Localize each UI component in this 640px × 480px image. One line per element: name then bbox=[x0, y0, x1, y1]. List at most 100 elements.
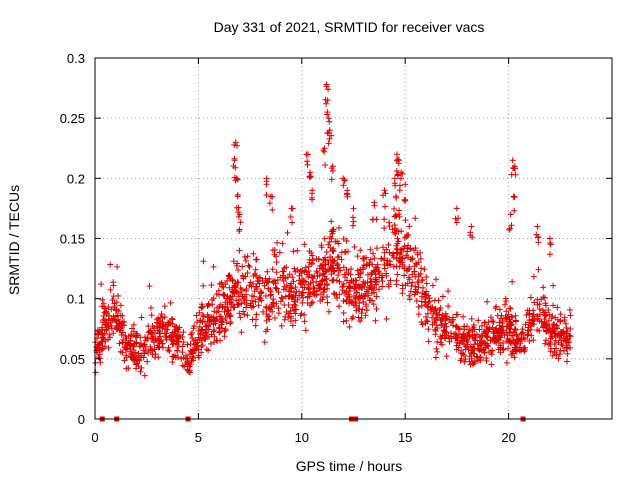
data-point bbox=[104, 320, 111, 327]
data-point bbox=[328, 218, 335, 225]
data-point bbox=[354, 253, 361, 260]
data-point bbox=[476, 326, 483, 333]
data-point bbox=[200, 282, 207, 289]
data-point bbox=[95, 331, 102, 338]
data-point bbox=[284, 229, 291, 236]
data-point bbox=[301, 318, 308, 325]
data-point bbox=[549, 334, 556, 341]
data-point bbox=[335, 253, 342, 260]
data-point bbox=[343, 277, 350, 284]
data-point bbox=[391, 229, 398, 236]
data-point bbox=[445, 288, 452, 295]
data-point bbox=[105, 344, 112, 351]
data-point bbox=[350, 218, 357, 225]
data-point bbox=[273, 300, 280, 307]
data-point bbox=[187, 347, 194, 354]
data-point bbox=[418, 265, 425, 272]
data-point bbox=[214, 304, 221, 311]
data-point bbox=[503, 308, 510, 315]
data-point bbox=[289, 304, 296, 311]
data-point bbox=[360, 262, 367, 269]
data-point bbox=[373, 293, 380, 300]
data-point bbox=[383, 270, 390, 277]
data-point bbox=[373, 245, 380, 252]
data-point bbox=[490, 328, 497, 335]
data-point bbox=[357, 318, 364, 325]
data-point bbox=[523, 312, 530, 319]
data-point bbox=[208, 282, 215, 289]
x-axis-label: GPS time / hours bbox=[296, 458, 403, 474]
data-point bbox=[271, 277, 278, 284]
data-point bbox=[306, 289, 313, 296]
data-point bbox=[567, 312, 574, 319]
data-point bbox=[229, 277, 236, 284]
data-point bbox=[253, 272, 260, 279]
data-point bbox=[476, 347, 483, 354]
data-point bbox=[340, 298, 347, 305]
data-point bbox=[151, 329, 158, 336]
data-point bbox=[103, 308, 110, 315]
data-point bbox=[445, 303, 452, 310]
data-point bbox=[97, 359, 104, 366]
data-point bbox=[386, 249, 393, 256]
data-point bbox=[263, 317, 270, 324]
data-point bbox=[199, 342, 206, 349]
data-point bbox=[383, 315, 390, 322]
data-point bbox=[562, 320, 569, 327]
data-point bbox=[302, 264, 309, 271]
data-point bbox=[286, 287, 293, 294]
data-point bbox=[123, 352, 130, 359]
x-tick-label: 10 bbox=[295, 430, 309, 445]
data-point bbox=[276, 249, 283, 256]
data-point bbox=[386, 219, 393, 226]
data-point bbox=[550, 302, 557, 309]
data-point bbox=[437, 317, 444, 324]
data-point bbox=[381, 187, 388, 194]
data-point bbox=[483, 357, 490, 364]
data-point bbox=[368, 278, 375, 285]
data-point bbox=[145, 348, 152, 355]
data-point bbox=[330, 290, 337, 297]
data-point bbox=[542, 313, 549, 320]
data-point bbox=[309, 257, 316, 264]
data-point bbox=[225, 307, 232, 314]
data-point bbox=[530, 273, 537, 280]
data-point bbox=[154, 342, 161, 349]
data-point bbox=[278, 322, 285, 329]
y-tick-label: 0.25 bbox=[60, 111, 85, 126]
data-point bbox=[138, 314, 145, 321]
data-point bbox=[554, 304, 561, 311]
data-point bbox=[226, 273, 233, 280]
data-point bbox=[305, 284, 312, 291]
data-point bbox=[271, 315, 278, 322]
data-point bbox=[226, 284, 233, 291]
data-point bbox=[151, 354, 158, 361]
data-point bbox=[392, 193, 399, 200]
data-point bbox=[297, 312, 304, 319]
data-point bbox=[483, 323, 490, 330]
data-point bbox=[193, 319, 200, 326]
data-point bbox=[343, 297, 350, 304]
data-point bbox=[497, 349, 504, 356]
y-axis-label: SRMTID / TECUs bbox=[6, 185, 22, 295]
data-point bbox=[367, 246, 374, 253]
data-point bbox=[309, 190, 316, 197]
data-point bbox=[473, 331, 480, 338]
data-point bbox=[284, 274, 291, 281]
data-point bbox=[393, 213, 400, 220]
data-point bbox=[132, 349, 139, 356]
data-point bbox=[529, 316, 536, 323]
data-point bbox=[109, 297, 116, 304]
data-point bbox=[151, 325, 158, 332]
data-point bbox=[424, 310, 431, 317]
data-point bbox=[469, 347, 476, 354]
data-point bbox=[394, 240, 401, 247]
data-point bbox=[564, 358, 570, 365]
data-point bbox=[159, 314, 166, 321]
data-point bbox=[339, 284, 346, 291]
data-point bbox=[396, 207, 403, 214]
data-point bbox=[508, 322, 515, 329]
data-point bbox=[265, 278, 272, 285]
data-point bbox=[277, 298, 284, 305]
data-point bbox=[425, 326, 432, 333]
